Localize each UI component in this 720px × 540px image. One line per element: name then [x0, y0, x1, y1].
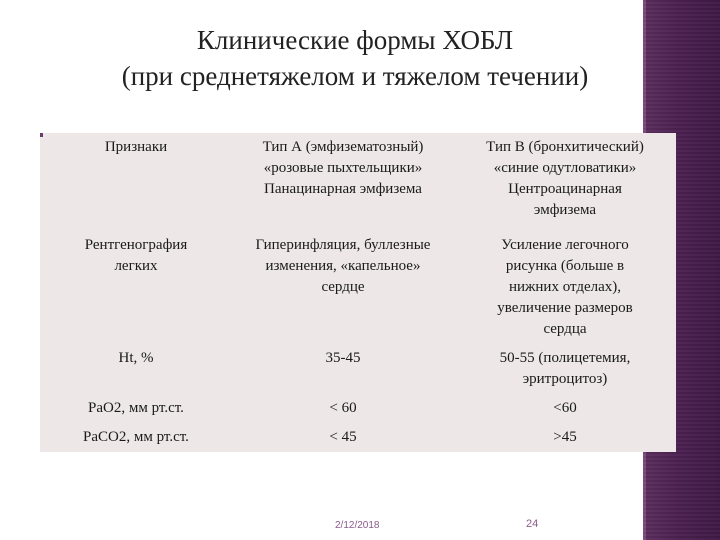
cell-line: сердце — [321, 279, 365, 295]
table-cell: Гиперинфляция, буллезные изменения, «кап… — [232, 231, 454, 344]
cell-line: <60 — [553, 400, 577, 416]
table-cell: Усиление легочного рисунка (больше в ниж… — [454, 231, 676, 344]
cell-line: увеличение размеров — [497, 300, 633, 316]
table-row: Рентгенография легких Гиперинфляция, бул… — [40, 231, 676, 344]
table-cell: Признаки — [40, 133, 232, 231]
cell-line: Ht, % — [118, 350, 154, 366]
cell-line: < 45 — [329, 429, 357, 445]
table-cell: < 45 — [232, 423, 454, 452]
table-row: Ht, % 35-45 50-55 (полицетемия, эритроци… — [40, 344, 676, 394]
cell-line: Признаки — [104, 139, 168, 155]
cell-line: легких — [114, 258, 158, 274]
cell-line: Тип В (бронхитический) — [486, 139, 644, 155]
cell-line: изменения, «капельное» — [265, 258, 421, 274]
cell-line: Центроацинарная — [508, 181, 622, 197]
table-cell: Тип В (бронхитический) «синие одутловати… — [454, 133, 676, 231]
cell-line: >45 — [553, 429, 577, 445]
cell-line: 35-45 — [325, 350, 361, 366]
table-cell: PaCO2, мм рт.ст. — [40, 423, 232, 452]
table-cell: Тип А (эмфизематозный) «розовые пыхтельщ… — [232, 133, 454, 231]
table-row: Признаки Тип А (эмфизематозный) «розовые… — [40, 133, 676, 231]
cell-line: Рентгенография — [84, 237, 188, 253]
title-line-1: Клинические формы ХОБЛ — [196, 25, 514, 55]
cell-line: эмфизема — [533, 202, 597, 218]
table-cell: Рентгенография легких — [40, 231, 232, 344]
table-cell: >45 — [454, 423, 676, 452]
slide-title: Клинические формы ХОБЛ (при среднетяжело… — [60, 22, 650, 94]
table-corner-mark — [40, 133, 43, 137]
slide-page-number: 24 — [526, 518, 539, 530]
cell-line: нижних отделах), — [508, 279, 622, 295]
slide-date: 2/12/2018 — [335, 520, 380, 531]
cell-line: сердца — [543, 321, 587, 337]
cell-line: Усиление легочного — [501, 237, 629, 253]
cell-line: Панацинарная эмфизема — [264, 181, 422, 197]
cell-line: PaCO2, мм рт.ст. — [83, 429, 189, 445]
cell-line: 50-55 (полицетемия, — [499, 350, 631, 366]
table-cell: 35-45 — [232, 344, 454, 394]
table-cell: < 60 — [232, 394, 454, 423]
comparison-table: Признаки Тип А (эмфизематозный) «розовые… — [40, 133, 676, 452]
cell-line: эритроцитоз) — [522, 371, 608, 387]
table-cell: <60 — [454, 394, 676, 423]
cell-line: PaO2, мм рт.ст. — [88, 400, 184, 416]
table-cell: 50-55 (полицетемия, эритроцитоз) — [454, 344, 676, 394]
table-row: PaO2, мм рт.ст. < 60 <60 — [40, 394, 676, 423]
title-line-2: (при среднетяжелом и тяжелом течении) — [121, 61, 589, 91]
cell-line: < 60 — [329, 400, 357, 416]
cell-line: Гиперинфляция, буллезные — [255, 237, 431, 253]
cell-line: Тип А (эмфизематозный) — [262, 139, 424, 155]
cell-line: рисунка (больше в — [505, 258, 625, 274]
table-cell: PaO2, мм рт.ст. — [40, 394, 232, 423]
table-row: PaCO2, мм рт.ст. < 45 >45 — [40, 423, 676, 452]
cell-line: «синие одутловатики» — [493, 160, 637, 176]
cell-line: «розовые пыхтельщики» — [263, 160, 423, 176]
table-cell: Ht, % — [40, 344, 232, 394]
